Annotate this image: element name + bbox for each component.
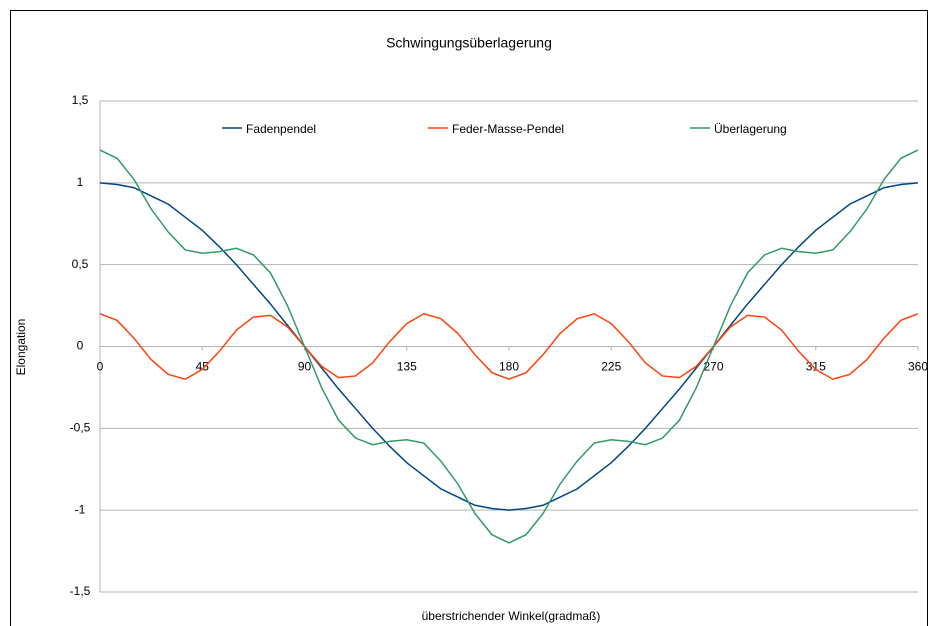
y-tick-label: -0,5 (70, 421, 91, 435)
series-line (99, 312, 919, 381)
legend-label: Fadenpendel (246, 122, 316, 136)
chart-title: Schwingungsüberlagerung (386, 35, 552, 51)
x-tick-label: 225 (601, 360, 621, 374)
y-tick-label: -1 (75, 502, 86, 516)
series-line (99, 182, 919, 511)
y-tick-label: -1,5 (70, 584, 91, 598)
x-tick-label: 45 (196, 360, 210, 374)
x-tick-label: 180 (499, 360, 519, 374)
y-tick-label: 0 (77, 339, 84, 353)
legend-label: Überlagerung (714, 122, 787, 136)
legend-label: Feder-Masse-Pendel (452, 122, 564, 136)
x-tick-label: 135 (397, 360, 417, 374)
x-axis-label: überstrichender Winkel(gradmaß) (422, 609, 601, 623)
y-tick-label: 1 (77, 175, 84, 189)
y-tick-label: 0,5 (72, 257, 89, 271)
chart-border (10, 10, 928, 626)
y-axis-label: Elongation (14, 319, 28, 376)
x-tick-label: 0 (97, 360, 104, 374)
y-tick-label: 1,5 (72, 93, 89, 107)
series-line (99, 149, 919, 544)
x-tick-label: 360 (908, 360, 928, 374)
x-tick-label: 90 (298, 360, 312, 374)
x-tick-label: 270 (703, 360, 723, 374)
